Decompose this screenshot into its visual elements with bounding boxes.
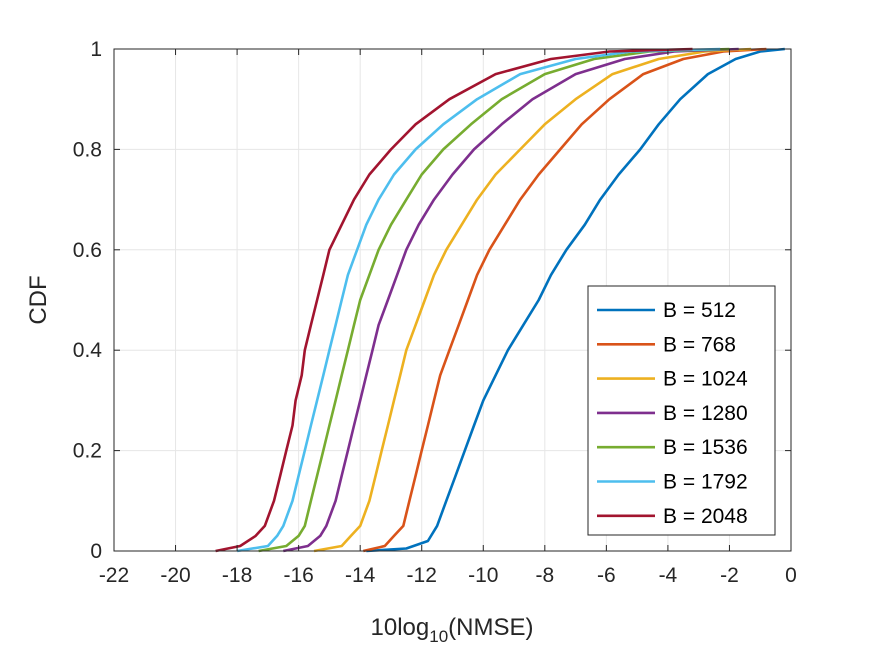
x-axis-title: 10log10(NMSE) — [371, 614, 534, 646]
x-tick-label: -18 — [222, 564, 252, 587]
x-tick-label: -22 — [99, 564, 129, 587]
x-axis-title-prefix: 10log — [371, 614, 430, 641]
x-tick-label: -12 — [407, 564, 437, 587]
x-tick-label: -20 — [160, 564, 190, 587]
x-axis-title-suffix: (NMSE) — [448, 614, 533, 641]
legend: B = 512 B = 768 B = 1024 B = 1280 B = 1536 B … — [587, 285, 776, 536]
series-layer — [215, 47, 785, 553]
series-line-b-1280 — [283, 47, 739, 553]
legend-box — [587, 285, 776, 536]
y-axis-title: CDF — [25, 275, 52, 324]
axes — [113, 48, 792, 552]
legend-label-b-1024: B = 1024 — [663, 368, 748, 391]
legend-label-b-2048: B = 2048 — [663, 505, 748, 528]
legend-label-b-1536: B = 1536 — [663, 436, 748, 459]
x-tick-label: -16 — [283, 564, 313, 587]
series-line-b-1792 — [236, 47, 721, 553]
x-tick-label: 0 — [785, 564, 797, 587]
legend-label-b-1280: B = 1280 — [663, 402, 748, 425]
x-tick-label: -2 — [720, 564, 739, 587]
tick-labels: -22 -20 -18 -16 -14 -12 -10 -8 -6 -4 -2 000.20.40.6… — [73, 38, 797, 587]
series-line-b-768 — [363, 47, 767, 553]
x-tick-label: -8 — [535, 564, 554, 587]
series-line-b-2048 — [215, 47, 693, 553]
y-tick-label: 0.8 — [73, 138, 102, 161]
x-tick-label: -4 — [659, 564, 678, 587]
y-tick-label: 0 — [90, 540, 102, 563]
y-tick-label: 0.2 — [73, 440, 102, 463]
legend-label-b-768: B = 768 — [663, 333, 736, 356]
legend-label-b-512: B = 512 — [663, 299, 736, 322]
y-tick-label: 1 — [90, 38, 102, 61]
y-tick-label: 0.6 — [73, 239, 102, 262]
series-line-b-1024 — [313, 47, 752, 553]
x-tick-label: -6 — [597, 564, 616, 587]
series-line-b-512 — [366, 47, 785, 553]
legend-label-b-1792: B = 1792 — [663, 471, 748, 494]
x-tick-label: -14 — [345, 564, 376, 587]
x-tick-label: -10 — [468, 564, 498, 587]
axes-box — [113, 48, 792, 552]
series-line-b-1536 — [258, 47, 730, 553]
y-tick-label: 0.4 — [73, 339, 103, 362]
x-axis-title-subscript: 10 — [429, 627, 448, 646]
